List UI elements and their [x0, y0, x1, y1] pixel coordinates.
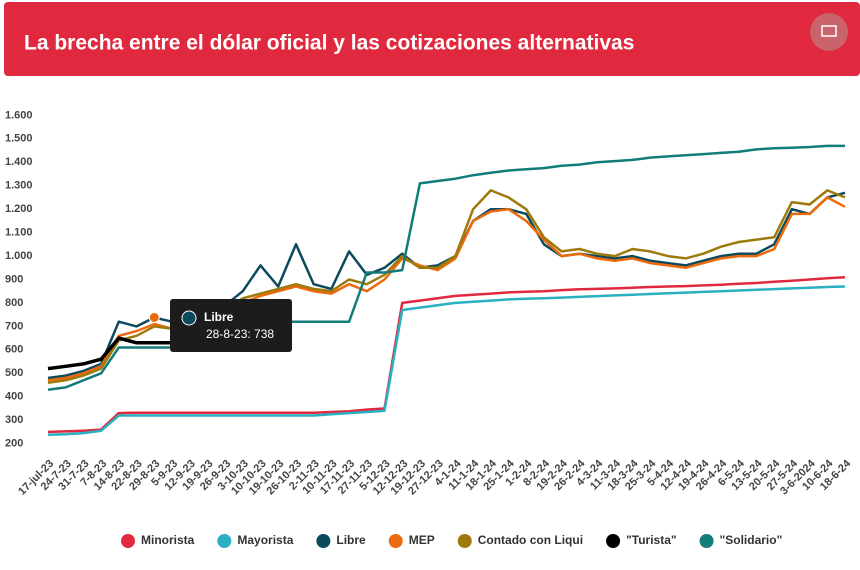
- legend-label[interactable]: "Solidario": [720, 533, 783, 547]
- legend-label[interactable]: MEP: [409, 533, 435, 547]
- y-tick-label: 300: [5, 414, 23, 426]
- y-tick-label: 900: [5, 273, 23, 285]
- legend-label[interactable]: Minorista: [141, 533, 195, 547]
- tooltip-text: 28-8-23: 738: [206, 327, 274, 341]
- legend-marker[interactable]: [121, 534, 135, 548]
- series-line: [47, 189, 846, 384]
- hover-point: [148, 311, 160, 323]
- y-tick-label: 400: [5, 391, 23, 403]
- menu-icon: [821, 25, 837, 37]
- chart-title: La brecha entre el dólar oficial y las c…: [24, 32, 634, 55]
- tooltip: [170, 299, 292, 352]
- legend-marker[interactable]: [217, 534, 232, 548]
- legend-marker[interactable]: [316, 534, 331, 548]
- y-tick-label: 1.300: [5, 180, 33, 192]
- y-tick-label: 700: [5, 320, 23, 332]
- tooltip-name: Libre: [204, 310, 234, 324]
- y-tick-label: 1.600: [5, 109, 33, 121]
- legend-label[interactable]: "Turista": [626, 533, 677, 547]
- y-tick-label: 800: [5, 297, 23, 309]
- legend-label[interactable]: Libre: [336, 533, 366, 547]
- y-tick-label: 600: [5, 344, 23, 356]
- legend-marker[interactable]: [699, 534, 714, 548]
- y-tick-label: 1.200: [5, 203, 33, 215]
- menu-button[interactable]: [810, 13, 848, 51]
- header: [4, 2, 860, 76]
- legend-label[interactable]: Contado con Liqui: [478, 533, 583, 547]
- y-tick-label: 1.400: [5, 156, 33, 168]
- series-line: [47, 285, 846, 436]
- legend-marker[interactable]: [388, 534, 403, 548]
- y-tick-label: 500: [5, 367, 23, 379]
- series-line: [47, 196, 846, 382]
- series-line: [47, 275, 846, 434]
- legend-label[interactable]: Mayorista: [237, 533, 293, 547]
- tooltip-marker: [181, 310, 197, 326]
- y-tick-label: 200: [5, 438, 23, 450]
- legend-marker[interactable]: [606, 534, 621, 548]
- y-tick-label: 1.100: [5, 227, 33, 239]
- y-tick-label: 1.000: [5, 250, 33, 262]
- legend-marker[interactable]: [457, 534, 472, 548]
- y-tick-label: 1.500: [5, 133, 33, 145]
- series-line: [47, 336, 172, 371]
- series-line: [47, 144, 845, 391]
